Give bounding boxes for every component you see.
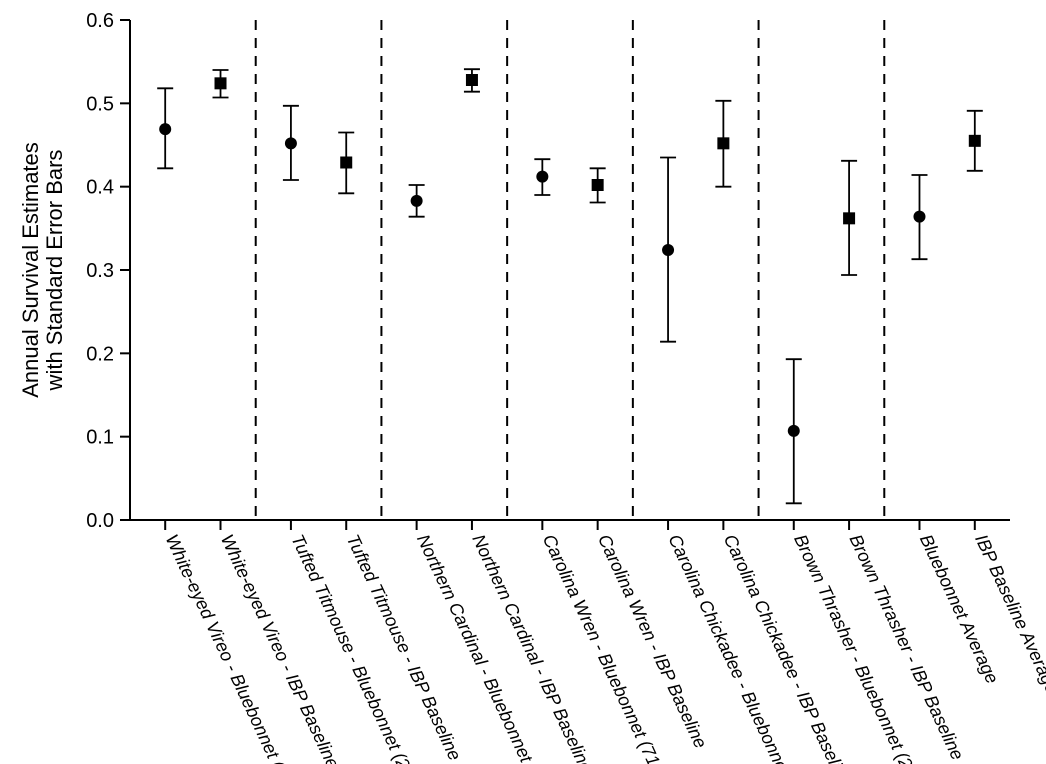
marker-square [717, 137, 729, 149]
x-tick-label: White-eyed Vireo - IBP Baseline [217, 531, 343, 764]
y-tick-label: 0.0 [86, 510, 114, 532]
marker-circle [536, 171, 548, 183]
chart-container: 0.0 0.1 0.2 0.3 0.4 0.5 0.6 Annual Survival Est… [0, 0, 1046, 764]
x-tick-label: Carolina Chickadee - IBP Baseline [720, 531, 855, 764]
marker-square [215, 77, 227, 89]
marker-square [340, 157, 352, 169]
marker-circle [285, 137, 297, 149]
marker-square [466, 74, 478, 86]
marker-square [969, 135, 981, 147]
survival-chart: 0.0 0.1 0.2 0.3 0.4 0.5 0.6 Annual Survival Est… [0, 0, 1046, 764]
x-tick-label: Northern Cardinal - IBP Baseline [468, 531, 596, 764]
marker-square [592, 179, 604, 191]
y-tick-label: 0.1 [86, 427, 114, 449]
marker-circle [159, 123, 171, 135]
marker-circle [913, 211, 925, 223]
marker-circle [411, 195, 423, 207]
marker-circle [788, 425, 800, 437]
y-axis-title-line2: with Standard Error Bars [42, 150, 67, 392]
marker-square [843, 212, 855, 224]
y-tick-label: 0.6 [86, 10, 114, 32]
marker-circle [662, 244, 674, 256]
y-axis-title-line1: Annual Survival Estimates [18, 142, 43, 398]
y-tick-label: 0.2 [86, 343, 114, 365]
y-tick-label: 0.4 [86, 177, 114, 199]
y-tick-label: 0.5 [86, 93, 114, 115]
y-tick-label: 0.3 [86, 260, 114, 282]
